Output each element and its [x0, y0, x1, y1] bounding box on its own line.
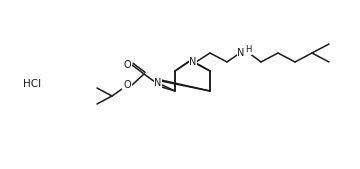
Text: H: H — [245, 45, 251, 54]
Text: O: O — [123, 80, 131, 90]
Text: N: N — [237, 48, 245, 58]
Text: N: N — [154, 78, 162, 88]
Text: HCl: HCl — [23, 79, 41, 89]
Text: N: N — [189, 57, 197, 67]
Text: O: O — [123, 60, 131, 70]
